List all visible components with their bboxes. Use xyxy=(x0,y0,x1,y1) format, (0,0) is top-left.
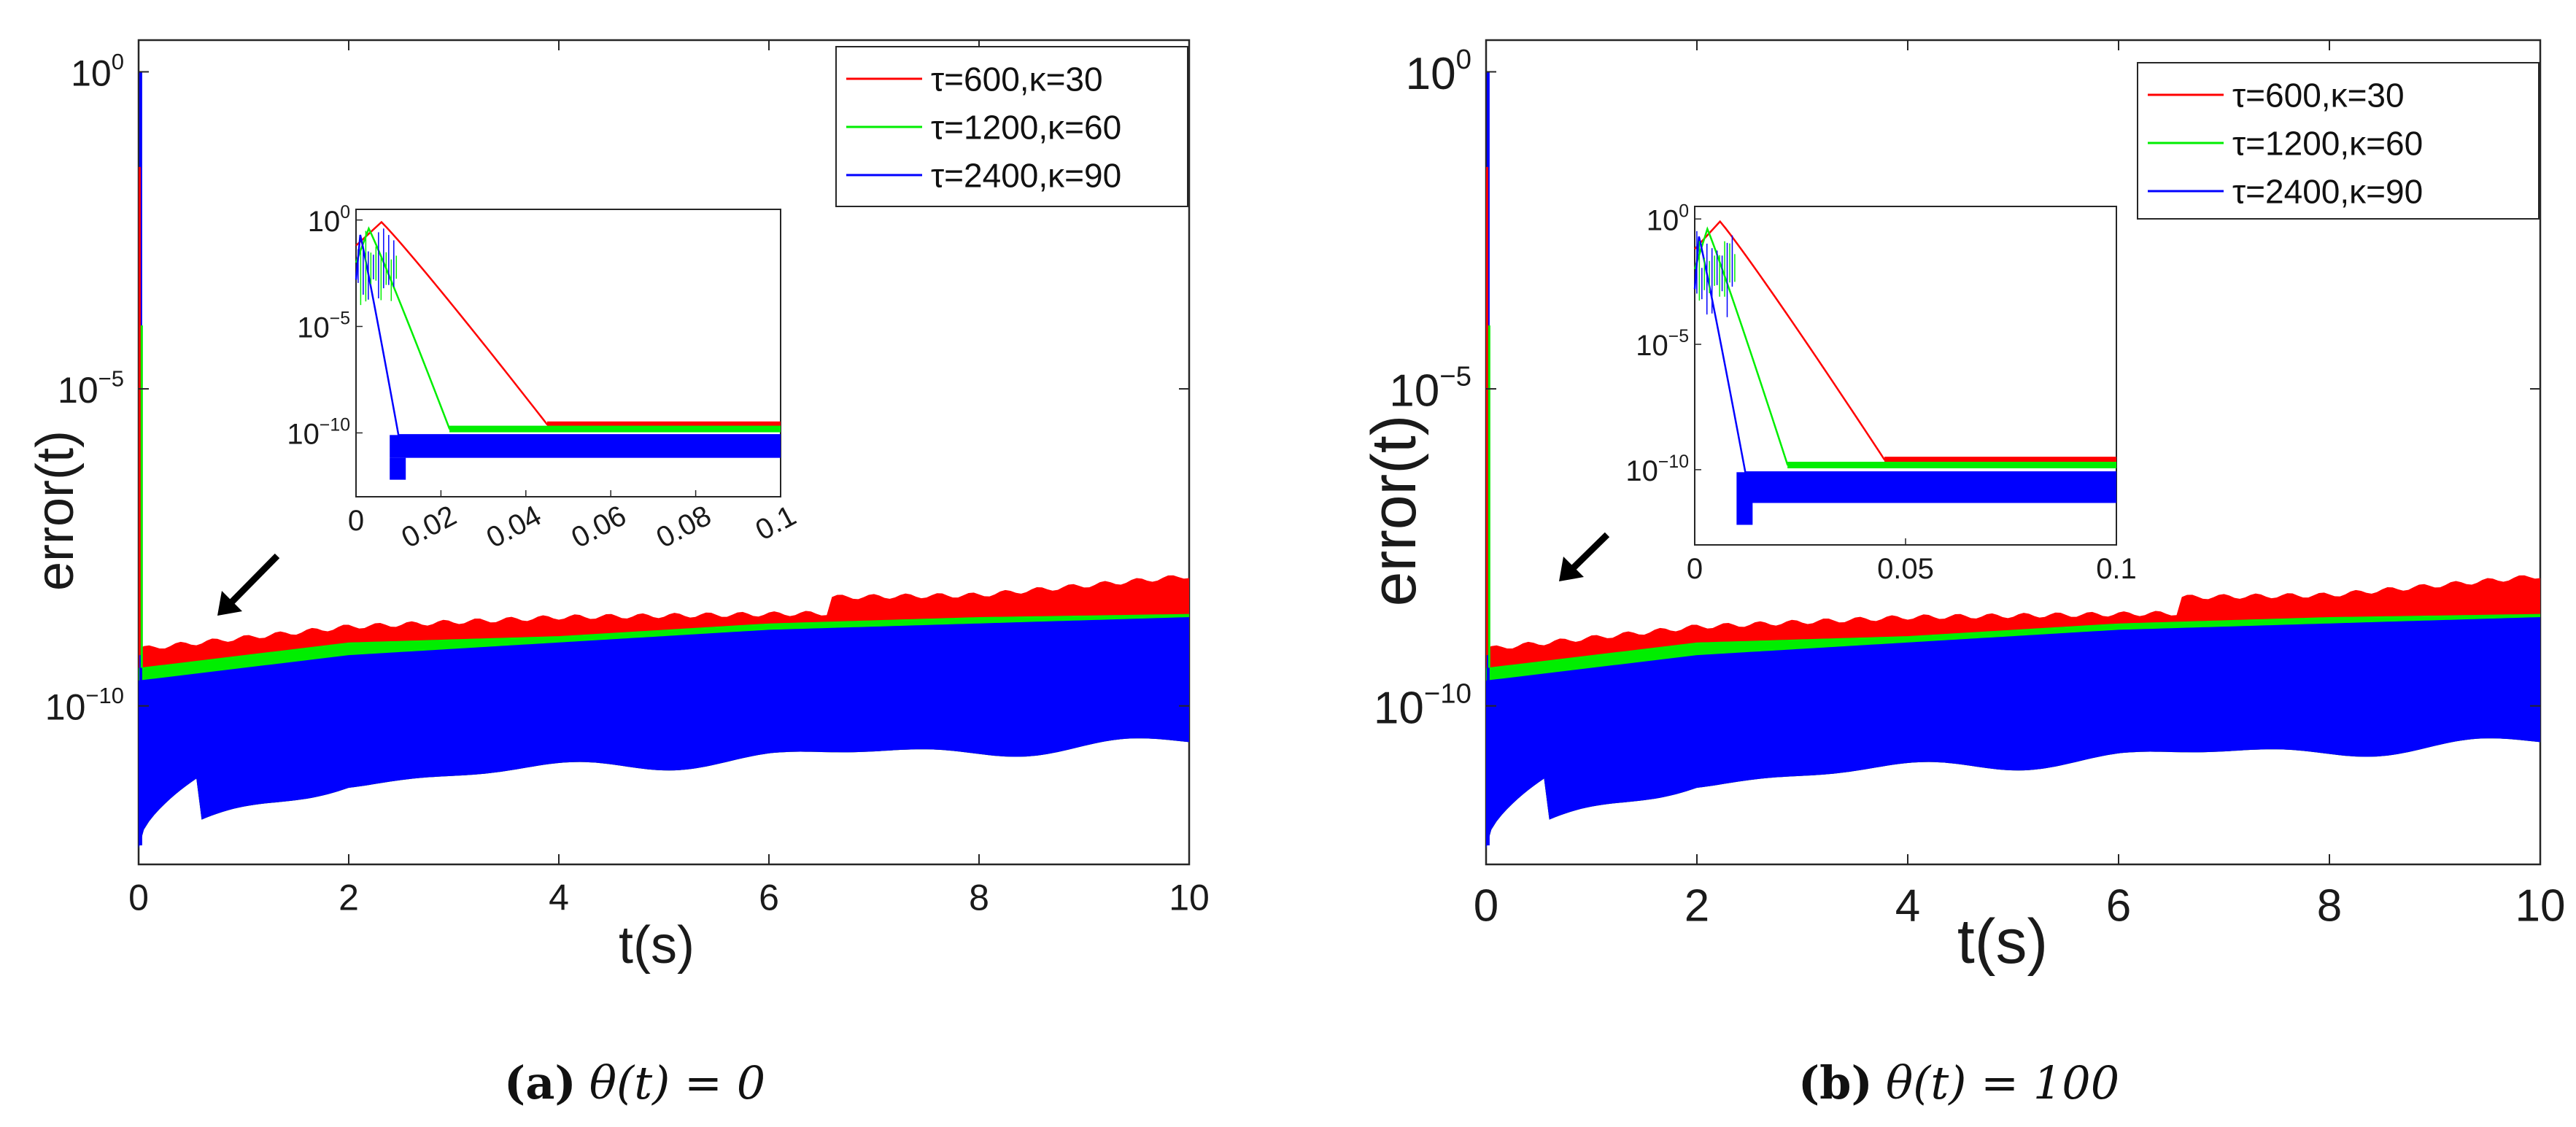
inset-band-blue-dip xyxy=(1736,503,1753,525)
legend-entry: τ=600,κ=30 xyxy=(2232,77,2405,115)
inset-floor-τ=1200,κ=60 xyxy=(1787,462,2116,469)
inset-y-tick-label: 100 xyxy=(1647,201,1689,236)
inset-series-τ=1200,κ=60 xyxy=(1693,226,2116,466)
inset-band-blue-dip xyxy=(390,457,406,480)
series-band-τ=2400,κ=90 xyxy=(1486,617,2540,849)
inset-y-tick-label: 10−5 xyxy=(1636,327,1689,362)
x-tick-label: 0 xyxy=(1474,881,1498,932)
inset-band-blue xyxy=(390,435,781,458)
legend-entry: τ=2400,κ=90 xyxy=(931,157,1121,195)
pointer-arrow-head xyxy=(217,591,242,616)
series-band-τ=2400,κ=90 xyxy=(139,617,1189,849)
x-tick-label: 10 xyxy=(1169,878,1210,918)
panel-b: 0 2 4 6 8 10 100 10−5 10−10 t(s) error(t) 0 0.05 0.1 1… xyxy=(1359,39,2566,1109)
inset-x-tick-label: 0.1 xyxy=(2096,553,2137,585)
panel-caption: (b) θ(t) = 100 xyxy=(1798,1056,2119,1109)
x-tick-label: 10 xyxy=(2515,881,2566,932)
inset-x-tick-label: 0 xyxy=(348,505,364,537)
y-tick-label: 10−10 xyxy=(1374,678,1471,733)
inset-series-τ=2400,κ=90 xyxy=(1693,236,2116,473)
inset-floor-τ=600,κ=30 xyxy=(1884,457,2116,464)
x-tick-label: 0 xyxy=(128,878,149,918)
pointer-arrow-head xyxy=(1559,557,1584,581)
inset-series-τ=600,κ=30 xyxy=(1694,220,2116,461)
x-axis-label: t(s) xyxy=(619,916,695,975)
inset-y-tick-label: 10−5 xyxy=(297,309,350,344)
x-tick-label: 6 xyxy=(2106,881,2131,932)
legend-box xyxy=(2137,62,2540,220)
legend: τ=600,κ=30 τ=1200,κ=60 τ=2400,κ=90 xyxy=(2137,62,2540,220)
x-tick-label: 4 xyxy=(549,878,569,918)
x-tick-label: 4 xyxy=(1895,881,1920,932)
y-tick-label: 100 xyxy=(71,49,124,94)
y-tick-label: 10−5 xyxy=(1389,361,1471,417)
inset-series-τ=1200,κ=60 xyxy=(355,226,781,430)
legend-entry: τ=1200,κ=60 xyxy=(931,109,1121,147)
inset: 0 0.05 0.1 100 10−5 10−10 xyxy=(1625,201,2136,585)
x-tick-label: 2 xyxy=(1685,881,1709,932)
inset-floor-τ=600,κ=30 xyxy=(546,421,781,428)
y-axis-label: error(t) xyxy=(26,430,85,591)
x-tick-label: 8 xyxy=(2317,881,2342,932)
legend-entry: τ=2400,κ=90 xyxy=(2232,173,2423,211)
y-tick-label: 10−5 xyxy=(58,366,124,411)
x-tick-label: 6 xyxy=(759,878,779,918)
x-axis-label: t(s) xyxy=(1957,907,2048,977)
legend: τ=600,κ=30 τ=1200,κ=60 τ=2400,κ=90 xyxy=(835,46,1188,207)
y-tick-label: 100 xyxy=(1406,44,1471,99)
inset-y-tick-label: 100 xyxy=(308,203,350,238)
legend-entry: τ=1200,κ=60 xyxy=(2232,125,2423,163)
legend-entry: τ=600,κ=30 xyxy=(931,61,1103,98)
pointer-arrow xyxy=(225,553,280,609)
inset-x-tick-label: 0 xyxy=(1687,553,1703,585)
panel-caption: (a) θ(t) = 0 xyxy=(504,1056,765,1109)
x-tick-label: 2 xyxy=(339,878,359,918)
pointer-arrow xyxy=(1566,532,1610,575)
inset-y-tick-label: 10−10 xyxy=(287,416,350,451)
y-tick-label: 10−10 xyxy=(45,683,124,728)
inset-y-tick-label: 10−10 xyxy=(1625,452,1689,487)
inset-x-tick-label: 0.05 xyxy=(1877,553,1934,585)
x-tick-label: 8 xyxy=(969,878,989,918)
y-axis-label: error(t) xyxy=(1359,415,1429,607)
inset-band-blue xyxy=(1736,472,2116,503)
inset-series-τ=600,κ=30 xyxy=(355,220,781,426)
inset-floor-τ=1200,κ=60 xyxy=(449,425,781,433)
